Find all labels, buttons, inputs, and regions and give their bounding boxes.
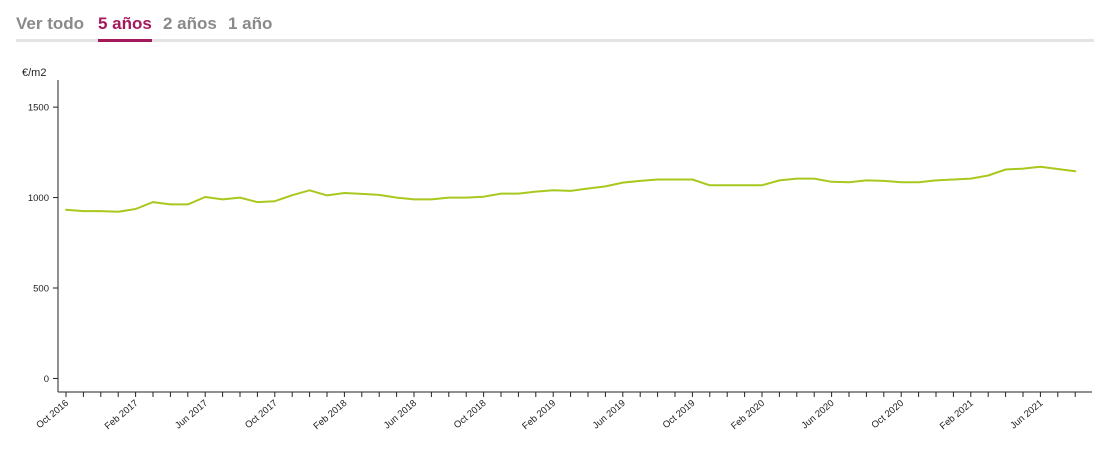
x-tick-label: Jun 2020 (800, 398, 837, 432)
x-tick-label: Oct 2020 (870, 398, 907, 431)
y-tick-label: 1500 (28, 103, 49, 114)
tab-2-anos[interactable]: 2 años (163, 14, 217, 33)
series-line (65, 165, 1077, 213)
x-tick-label: Oct 2018 (452, 398, 489, 431)
y-tick-label: 500 (33, 284, 49, 295)
x-tick-label: Jun 2021 (1008, 398, 1045, 432)
tab-1-ano[interactable]: 1 año (228, 14, 273, 33)
x-tick-label: Jun 2018 (382, 398, 419, 432)
x-tick-label: Feb 2018 (311, 398, 349, 432)
x-tick-label: Feb 2020 (729, 398, 767, 432)
series-group (65, 165, 1077, 213)
x-tick-label: Feb 2019 (520, 398, 558, 432)
x-axis: Oct 2016 Feb 2017 Jun 2017 Oct 2017 Feb 2018… (34, 391, 1092, 432)
period-tabs: Ver todo 5 años 2 años 1 año (16, 0, 1094, 42)
y-tick-label: 1000 (28, 193, 49, 204)
x-tick-label: Oct 2016 (34, 398, 71, 431)
y-axis-unit-label: €/m2 (22, 67, 46, 79)
tab-5-anos[interactable]: 5 años (98, 14, 152, 42)
tab-ver-todo[interactable]: Ver todo (16, 14, 85, 33)
y-tick-label: 0 (44, 374, 49, 385)
x-tick-label: Jun 2019 (591, 398, 628, 432)
x-tick-label: Oct 2019 (661, 398, 698, 431)
x-tick-label: Jun 2017 (173, 398, 210, 432)
x-tick-label: Oct 2017 (243, 398, 280, 431)
y-axis: 0 500 1000 1500 (28, 80, 59, 392)
x-tick-label: Feb 2017 (103, 398, 141, 432)
x-tick-label: Feb 2021 (938, 398, 976, 432)
